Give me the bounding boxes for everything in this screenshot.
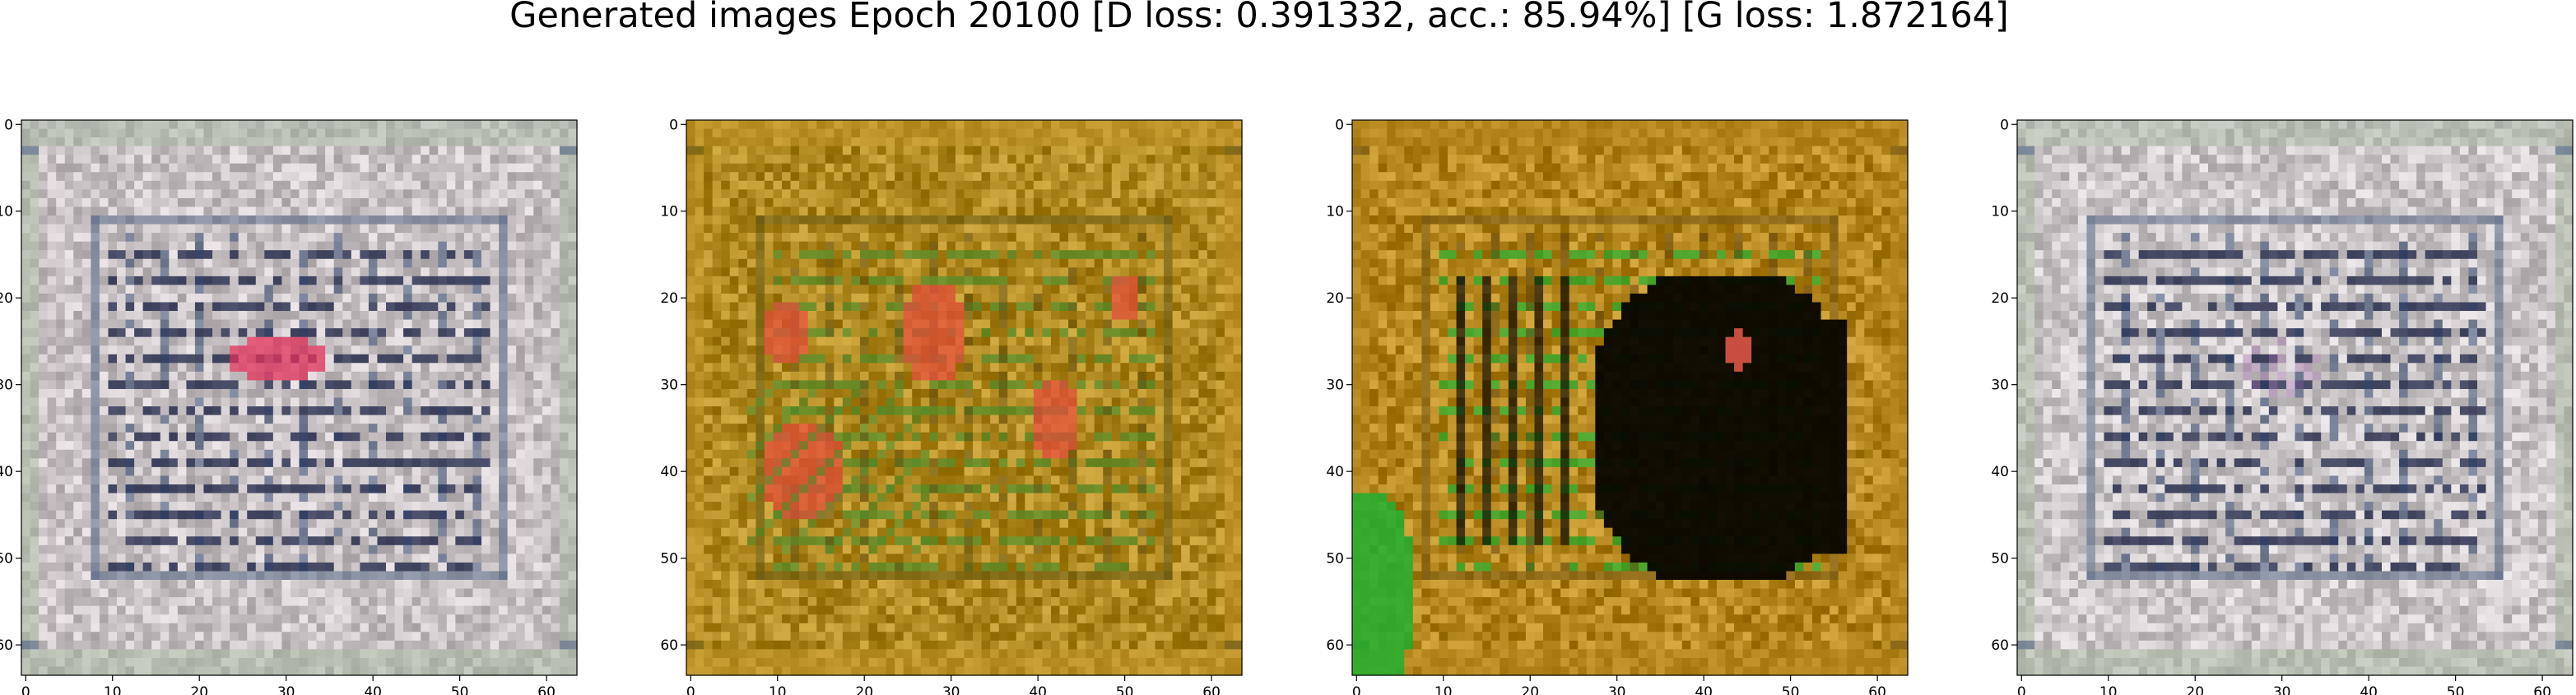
y-tick-label: 60 [1991, 637, 2009, 654]
y-tick-label: 50 [1991, 551, 2009, 568]
subplot-4: 0 10 20 30 40 50 60 0 10 20 30 40 50 60 [1991, 117, 2574, 695]
y-tick-label: 40 [1991, 464, 2009, 480]
y-tick-label: 10 [1326, 204, 1344, 220]
y-tick-label: 40 [0, 464, 13, 480]
x-tick-label: 40 [1695, 684, 1713, 695]
x-tick-label: 50 [451, 684, 469, 695]
generated-image-1 [21, 120, 578, 676]
x-tick-label: 0 [21, 684, 30, 695]
axes-frame-1 [21, 119, 578, 676]
y-axis-2: 0 10 20 30 40 50 60 [660, 117, 686, 654]
x-tick-label: 10 [1434, 684, 1453, 695]
x-axis-2: 0 10 20 30 40 50 60 [686, 675, 1221, 695]
x-tick-label: 40 [1029, 684, 1047, 695]
x-tick-label: 40 [364, 684, 382, 695]
y-tick-label: 60 [0, 637, 13, 654]
y-tick-label: 10 [1991, 204, 2009, 220]
x-tick-label: 20 [190, 684, 208, 695]
axes-frame-4 [2016, 119, 2574, 676]
x-tick-label: 40 [2360, 684, 2378, 695]
x-tick-label: 60 [1868, 684, 1886, 695]
y-tick-label: 30 [0, 378, 13, 394]
y-tick-label: 20 [660, 290, 678, 307]
x-tick-label: 30 [1608, 684, 1626, 695]
y-tick-label: 40 [1326, 464, 1344, 480]
generated-image-4 [2017, 120, 2574, 676]
y-tick-label: 50 [660, 551, 678, 568]
y-tick-label: 50 [1326, 551, 1344, 568]
x-tick-label: 10 [104, 684, 122, 695]
y-tick-label: 60 [1326, 637, 1344, 654]
y-tick-label: 20 [1991, 290, 2009, 307]
generated-image-2 [686, 120, 1243, 676]
y-tick-label: 30 [1991, 378, 2009, 394]
y-tick-label: 10 [660, 204, 678, 220]
y-tick-label: 20 [0, 290, 13, 307]
axes-frame-2 [686, 119, 1243, 676]
y-tick-label: 0 [669, 117, 678, 133]
x-tick-label: 0 [686, 684, 695, 695]
x-axis-4: 0 10 20 30 40 50 60 [2017, 675, 2551, 695]
figure-title: Generated images Epoch 20100 [D loss: 0.… [509, 0, 2009, 36]
x-tick-label: 0 [1352, 684, 1361, 695]
x-tick-label: 20 [1521, 684, 1539, 695]
y-tick-label: 20 [1326, 290, 1344, 307]
panels: 0102030405060010203040506001020304050600… [0, 117, 2574, 695]
x-tick-label: 60 [1202, 684, 1221, 695]
y-axis-4: 0 10 20 30 40 50 60 [1991, 117, 2017, 654]
x-tick-label: 10 [769, 684, 787, 695]
x-tick-label: 50 [2447, 684, 2465, 695]
x-axis-3: 0 10 20 30 40 50 60 [1352, 675, 1886, 695]
y-tick-label: 40 [660, 464, 678, 480]
x-tick-label: 60 [537, 684, 556, 695]
x-tick-label: 20 [2186, 684, 2204, 695]
x-tick-label: 30 [2273, 684, 2291, 695]
y-tick-label: 10 [0, 204, 13, 220]
y-axis-1: 0 10 20 30 40 50 60 [0, 117, 21, 654]
y-tick-label: 60 [660, 637, 678, 654]
x-axis-1: 0 10 20 30 40 50 60 [21, 675, 556, 695]
y-tick-label: 0 [1335, 117, 1344, 133]
subplot-2: 0 10 20 30 40 50 60 0 10 20 30 40 50 60 [660, 117, 1243, 695]
y-axis-3: 0 10 20 30 40 50 60 [1326, 117, 1352, 654]
x-tick-label: 50 [1782, 684, 1800, 695]
x-tick-label: 50 [1116, 684, 1134, 695]
y-tick-label: 30 [660, 378, 678, 394]
x-tick-label: 20 [855, 684, 873, 695]
y-tick-label: 0 [2000, 117, 2009, 133]
x-tick-label: 0 [2017, 684, 2026, 695]
y-tick-label: 30 [1326, 378, 1344, 394]
axes-frame-3 [1351, 119, 1909, 676]
x-tick-label: 30 [942, 684, 960, 695]
x-tick-label: 30 [277, 684, 295, 695]
subplot-1: 0 10 20 30 40 50 60 0 10 20 30 40 50 60 [0, 117, 578, 695]
generated-image-3 [1352, 120, 1909, 676]
subplot-3: 0 10 20 30 40 50 60 0 10 20 30 40 50 60 [1326, 117, 1909, 695]
x-tick-label: 60 [2533, 684, 2551, 695]
x-tick-label: 10 [2099, 684, 2118, 695]
y-tick-label: 50 [0, 551, 13, 568]
y-tick-label: 0 [4, 117, 13, 133]
